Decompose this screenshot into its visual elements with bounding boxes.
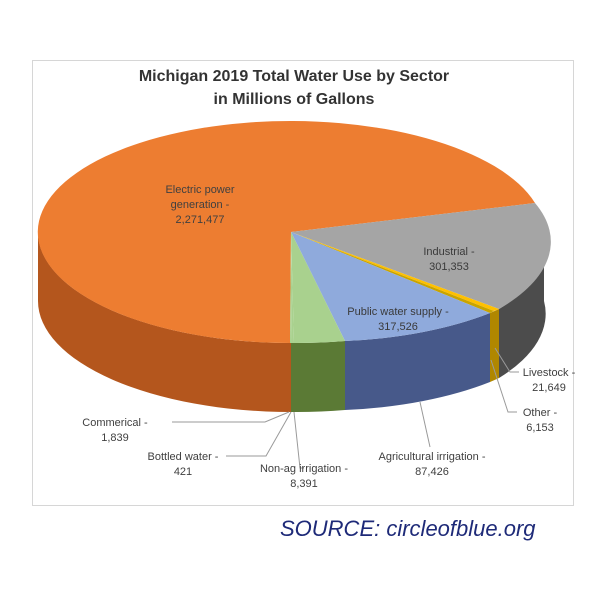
slice-side-electric-power [38,232,291,412]
slice-electric-power [37,121,535,344]
label-non-ag-irrigation-value: 8,391 [290,478,318,490]
label-other: Other - [523,407,558,419]
slice-non-ag-irrigation [291,232,345,344]
label-industrial-value: 301,353 [429,261,469,273]
slice-side-industrial [499,232,546,378]
slice-public-water-supply [291,232,490,341]
label-bottled-water-value: 421 [174,466,192,478]
label-public-water-supply: Public water supply - [347,306,449,318]
leader-agricultural [419,401,431,448]
label-electric-power-2: generation - [171,199,230,211]
label-public-water-supply-value: 317,526 [378,321,418,333]
slice-bottled-water [291,232,294,344]
label-agricultural-irrigation: Agricultural irrigation - [379,451,486,463]
label-commerical: Commerical - [82,417,148,429]
source-caption: SOURCE: circleofblue.org [280,516,536,541]
chart-subtitle: in Millions of Gallons [214,91,375,108]
slice-other [291,232,494,313]
label-livestock-value: 21,649 [532,382,566,394]
label-other-value: 6,153 [526,422,554,434]
label-commerical-value: 1,839 [101,432,129,444]
leader-non-ag [293,411,304,469]
slice-side-green [291,341,345,413]
slice-livestock [291,232,499,311]
leader-bottled [226,411,292,457]
leader-other [490,359,517,413]
leader-commerical [172,411,290,423]
slice-industrial [291,203,551,309]
slice-side-agricultural [345,313,490,410]
label-livestock: Livestock - [523,367,576,379]
chart-title: Michigan 2019 Total Water Use by Sector [139,68,449,85]
leader-livestock [494,347,519,373]
label-electric-power-value: 2,271,477 [176,214,225,226]
label-non-ag-irrigation: Non-ag irrigation - [260,463,348,475]
label-electric-power-1: Electric power [165,184,234,196]
label-agricultural-irrigation-value: 87,426 [415,466,449,478]
label-bottled-water: Bottled water - [148,451,219,463]
slice-commerical [290,232,292,344]
label-industrial: Industrial - [423,246,475,258]
